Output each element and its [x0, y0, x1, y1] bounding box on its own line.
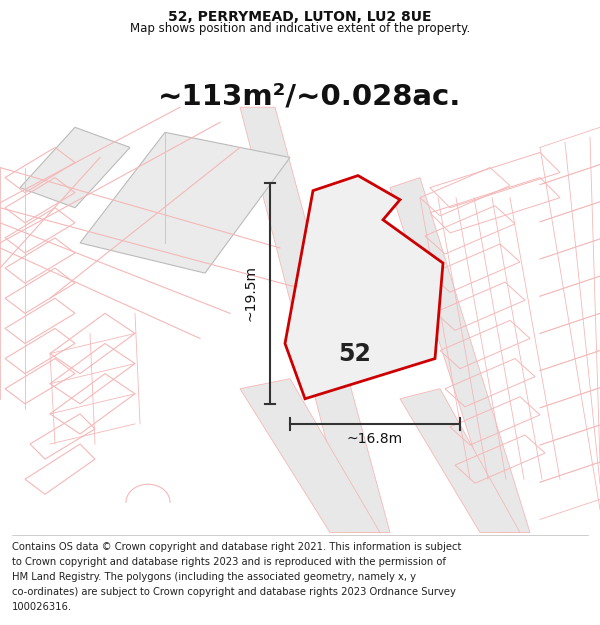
Text: ~16.8m: ~16.8m	[347, 432, 403, 446]
Text: ~19.5m: ~19.5m	[244, 265, 258, 321]
Text: 100026316.: 100026316.	[12, 602, 72, 612]
Text: to Crown copyright and database rights 2023 and is reproduced with the permissio: to Crown copyright and database rights 2…	[12, 557, 446, 567]
Polygon shape	[400, 389, 520, 532]
Text: HM Land Registry. The polygons (including the associated geometry, namely x, y: HM Land Registry. The polygons (includin…	[12, 572, 416, 582]
Text: 52, PERRYMEAD, LUTON, LU2 8UE: 52, PERRYMEAD, LUTON, LU2 8UE	[168, 10, 432, 24]
Polygon shape	[80, 132, 290, 273]
Text: ~113m²/~0.028ac.: ~113m²/~0.028ac.	[158, 82, 461, 110]
Polygon shape	[390, 177, 530, 532]
Text: 52: 52	[338, 341, 371, 366]
Polygon shape	[240, 379, 380, 532]
Text: Contains OS data © Crown copyright and database right 2021. This information is : Contains OS data © Crown copyright and d…	[12, 542, 461, 552]
Polygon shape	[20, 127, 130, 208]
Text: Map shows position and indicative extent of the property.: Map shows position and indicative extent…	[130, 22, 470, 35]
Text: co-ordinates) are subject to Crown copyright and database rights 2023 Ordnance S: co-ordinates) are subject to Crown copyr…	[12, 587, 456, 597]
Polygon shape	[240, 107, 390, 532]
Polygon shape	[285, 176, 443, 399]
